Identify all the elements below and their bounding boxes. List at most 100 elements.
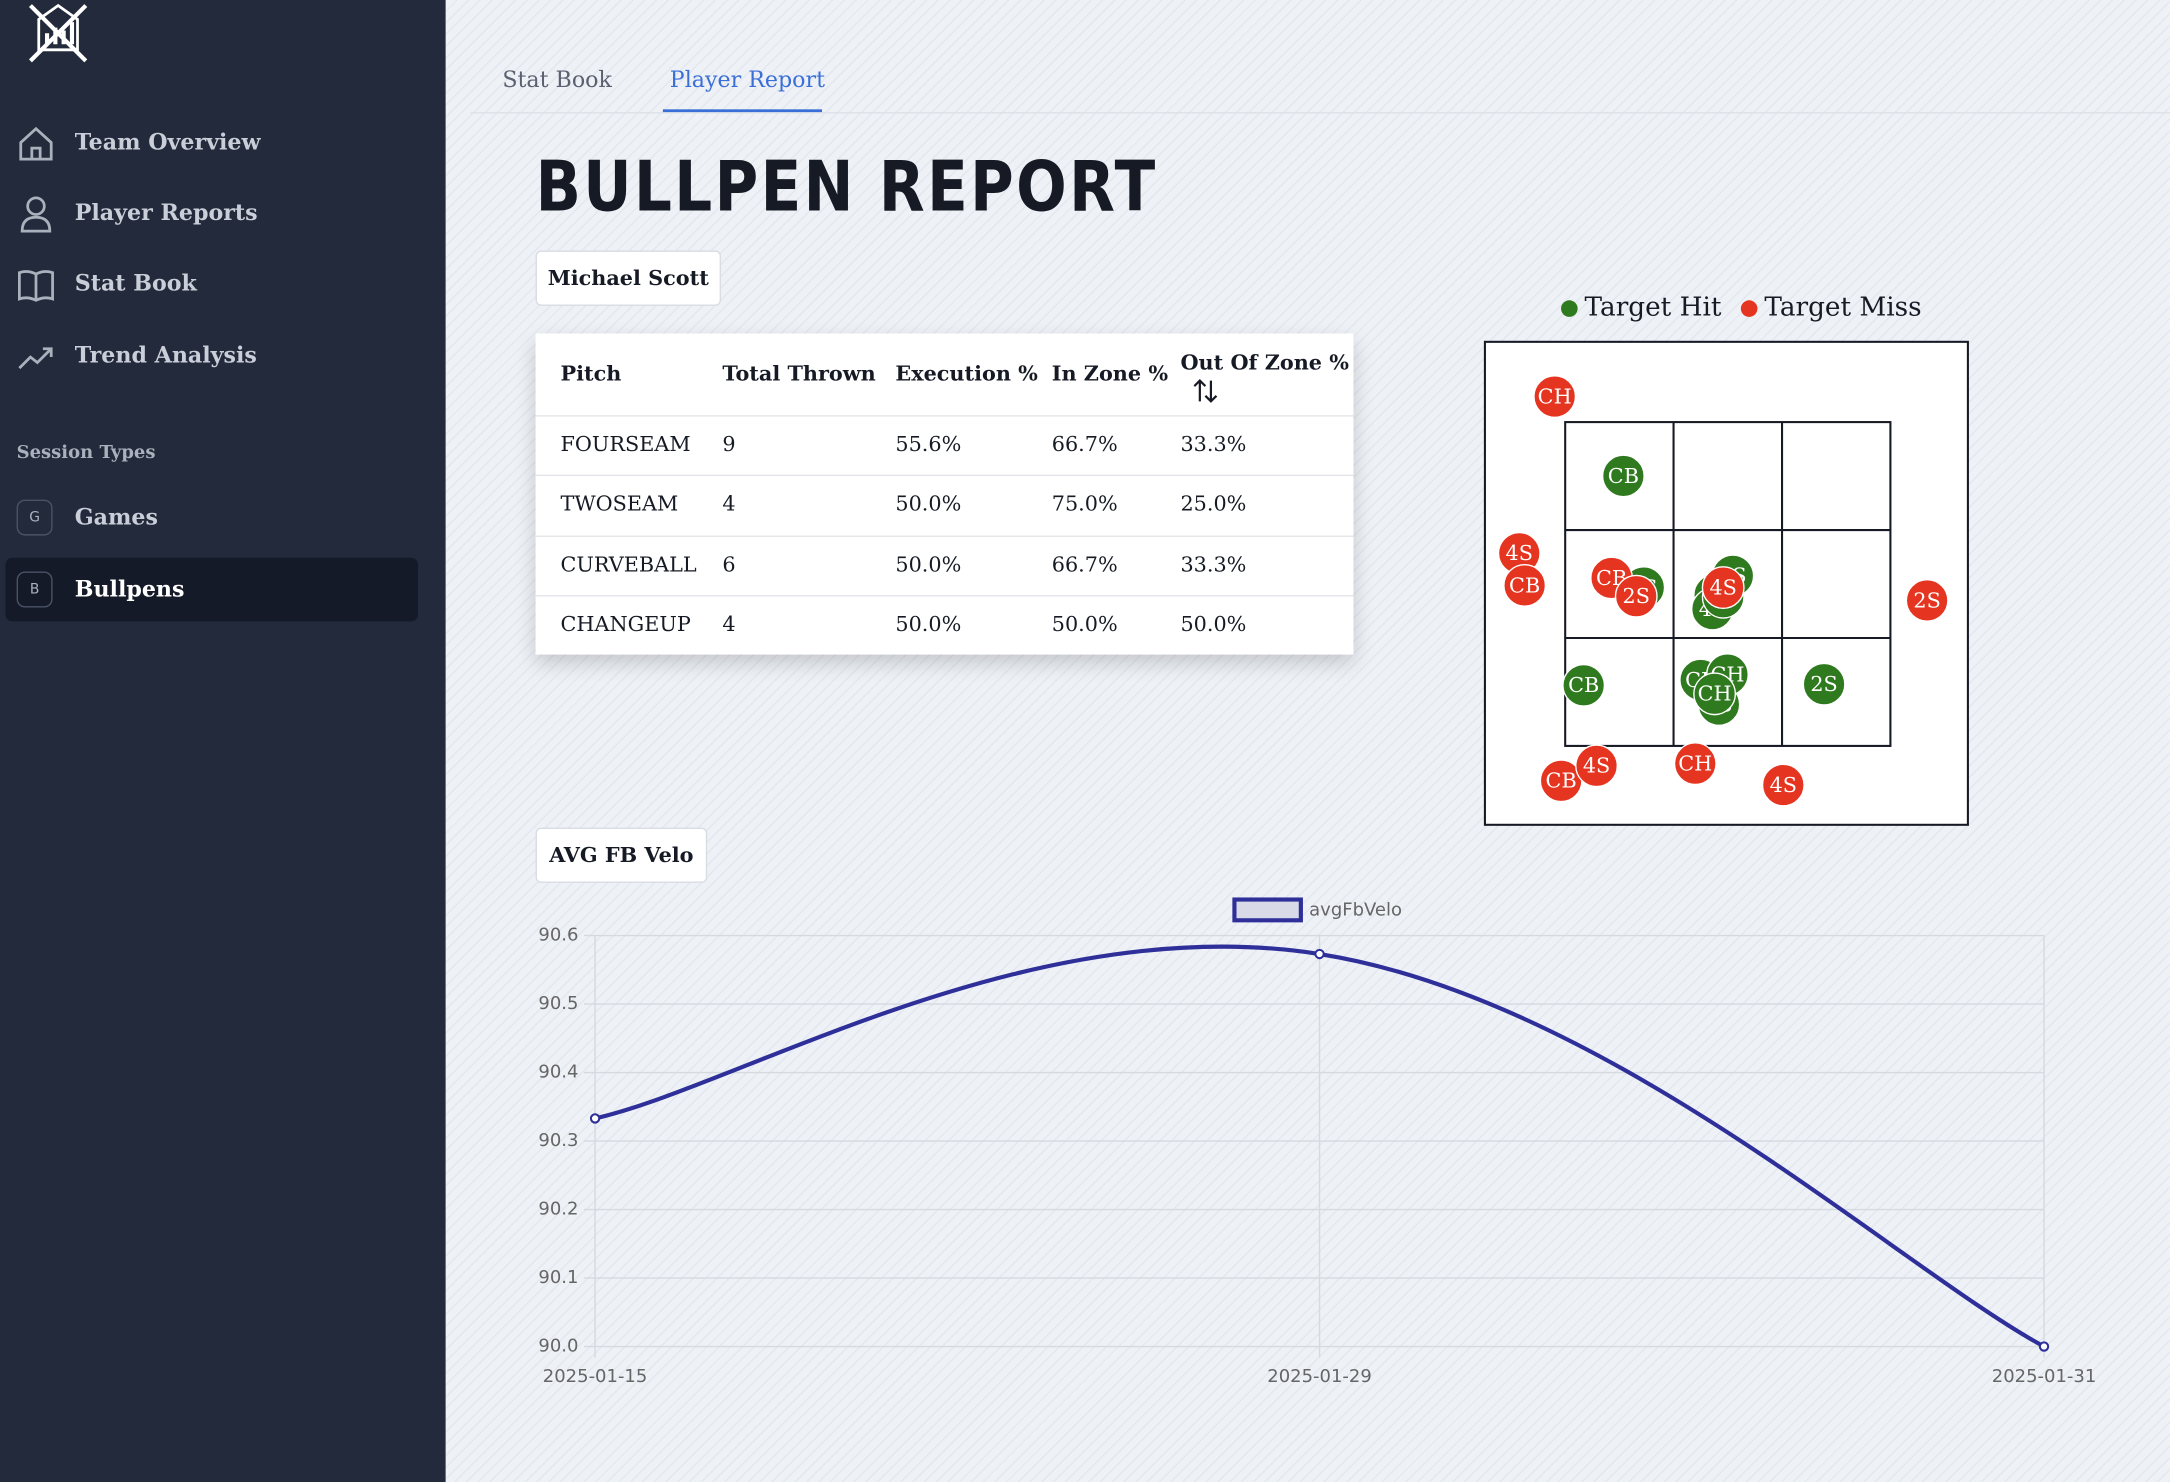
- sort-icon[interactable]: [1192, 378, 1220, 406]
- pitch-point: [1575, 744, 1618, 788]
- pitch-point: [1533, 375, 1577, 419]
- legend-swatch: [1232, 897, 1303, 923]
- table-cell: TWOSEAM: [560, 491, 679, 517]
- y-tick-label: 90.3: [538, 1130, 578, 1151]
- velo-point: [1314, 948, 1325, 960]
- table-cell: 50.0%: [895, 491, 962, 517]
- pitch-point: [1673, 742, 1717, 786]
- tab-underline: [662, 109, 823, 113]
- book-icon: [17, 270, 54, 302]
- table-cell: 66.7%: [1051, 551, 1118, 577]
- pitch-label: CB: [1509, 573, 1540, 597]
- row-divider: [535, 535, 1354, 537]
- table-cell: 50.0%: [895, 551, 962, 577]
- table-cell: 25.0%: [1180, 491, 1247, 517]
- table-cell: 33.3%: [1180, 431, 1247, 457]
- stats-table: Pitch Total Thrown Execution % In Zone % Out…: [535, 333, 1354, 655]
- table-cell: 50.0%: [1180, 611, 1247, 637]
- pitch-point: [1562, 663, 1606, 707]
- pitch-label: 2S: [1623, 584, 1650, 608]
- pitch-label: 2S: [1810, 672, 1837, 696]
- x-tick-label: 2025-01-31: [1992, 1366, 2097, 1387]
- table-cell: FOURSEAM: [560, 431, 691, 457]
- player-icon: [20, 196, 52, 233]
- legend-label: Target Miss: [1764, 293, 1921, 323]
- player-select[interactable]: Michael Scott: [535, 250, 722, 306]
- velo-point: [589, 1113, 601, 1124]
- nav-item[interactable]: Player Reports: [74, 199, 258, 226]
- nav-item[interactable]: Team Overview: [74, 128, 261, 155]
- pitch-label: CH: [1678, 752, 1712, 776]
- pitch-label: CB: [1568, 673, 1599, 697]
- home-icon: [19, 126, 53, 161]
- column-header: Total Thrown: [722, 361, 876, 387]
- nav-item[interactable]: Games: [74, 503, 158, 531]
- velo-point: [2038, 1341, 2050, 1352]
- y-tick-label: 90.5: [538, 993, 578, 1014]
- pitch-point: [1802, 662, 1846, 706]
- logo: [28, 3, 88, 63]
- column-header: Out Of Zone %: [1180, 350, 1349, 376]
- page-title: BULLPEN REPORT: [535, 146, 1158, 227]
- pitch-label: 2S: [1913, 588, 1940, 612]
- pitch-label: 4S: [1583, 754, 1610, 778]
- x-tick-label: 2025-01-15: [543, 1366, 648, 1387]
- table-cell: 75.0%: [1051, 491, 1118, 517]
- pitch-point: [1503, 564, 1547, 607]
- y-tick-label: 90.4: [538, 1062, 578, 1083]
- nav-item[interactable]: Stat Book: [74, 269, 197, 297]
- table-cell: CURVEBALL: [560, 551, 697, 577]
- pitch-point: [1761, 763, 1805, 807]
- nav-item[interactable]: Trend Analysis: [74, 341, 257, 369]
- table-cell: 66.7%: [1051, 431, 1118, 457]
- row-divider: [535, 594, 1354, 597]
- pitch-label: CB: [1546, 769, 1577, 793]
- table-cell: 33.3%: [1180, 551, 1247, 577]
- tab-divider: [470, 112, 2170, 114]
- pitch-label: 4S: [1506, 541, 1533, 565]
- legend-label: avgFbVelo: [1309, 900, 1402, 921]
- sidebar: Team Overview Player Reports Stat Book T…: [0, 0, 446, 1482]
- row-divider: [535, 475, 1354, 477]
- table-cell: 50.0%: [1051, 611, 1118, 637]
- legend-dot: [1561, 300, 1578, 317]
- pitch-point: [1614, 574, 1658, 618]
- active-item[interactable]: [5, 557, 418, 622]
- legend-label: Target Hit: [1585, 293, 1722, 323]
- tab-active[interactable]: Player Report: [669, 66, 825, 93]
- pitch-label: CB: [1608, 464, 1639, 488]
- strike-zone: [1564, 421, 1892, 747]
- table-cell: 9: [722, 431, 736, 457]
- legend-dot: [1740, 300, 1758, 317]
- trend-icon: [18, 347, 53, 370]
- table-cell: 50.0%: [895, 611, 962, 637]
- nav-item[interactable]: Bullpens: [74, 575, 185, 602]
- pitch-label: 4S: [1709, 575, 1736, 599]
- y-tick-label: 90.0: [538, 1336, 578, 1357]
- section-title: Session Types: [16, 442, 156, 464]
- table-cell: 55.6%: [895, 431, 962, 457]
- pitch-point: [1701, 566, 1745, 610]
- pitch-point: [1905, 579, 1949, 622]
- tab[interactable]: Stat Book: [502, 66, 612, 93]
- pitch-label: 4S: [1770, 773, 1797, 797]
- badge: G: [16, 499, 53, 536]
- table-cell: 4: [722, 491, 736, 517]
- table-cell: 6: [722, 551, 736, 577]
- chart-select[interactable]: AVG FB Velo: [535, 827, 708, 883]
- column-header: Execution %: [895, 361, 1038, 387]
- column-header: In Zone %: [1051, 361, 1169, 387]
- pitch-point: [1693, 672, 1737, 716]
- table-cell: 4: [722, 611, 736, 637]
- pitch-point: [1601, 454, 1645, 498]
- pitch-label: CH: [1538, 384, 1572, 408]
- y-tick-label: 90.2: [538, 1199, 578, 1220]
- y-tick-label: 90.6: [538, 925, 578, 946]
- column-header: Pitch: [560, 361, 622, 387]
- table-cell: CHANGEUP: [560, 611, 691, 637]
- x-tick-label: 2025-01-29: [1267, 1366, 1372, 1387]
- y-tick-label: 90.1: [538, 1267, 578, 1288]
